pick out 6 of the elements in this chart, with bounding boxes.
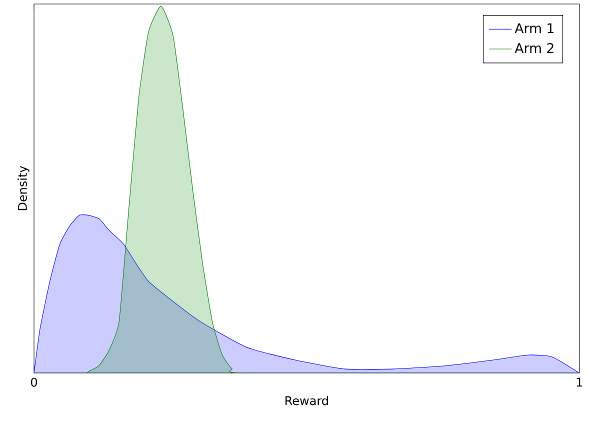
x-axis-title: Reward <box>285 396 328 406</box>
y-axis-title: Density <box>18 166 30 210</box>
legend-label: Arm 1 <box>514 23 554 34</box>
legend-label: Arm 2 <box>514 43 554 53</box>
x-tick-label: 0 <box>30 378 38 387</box>
x-tick-label: 1 <box>576 378 582 386</box>
